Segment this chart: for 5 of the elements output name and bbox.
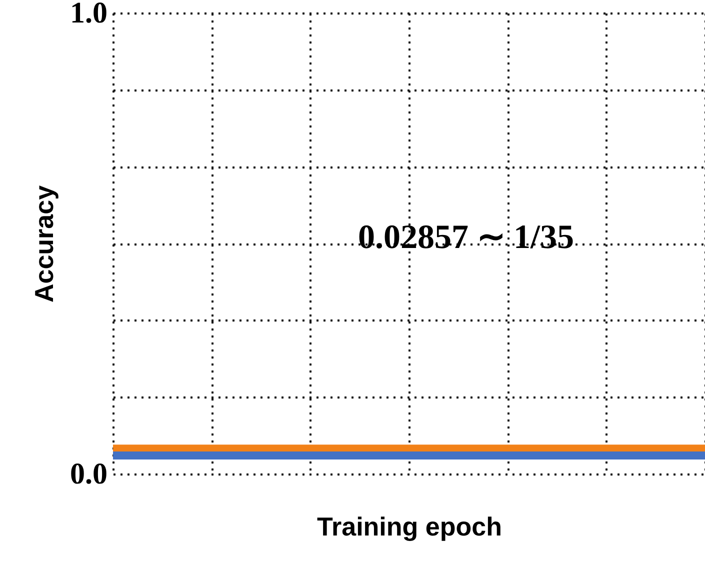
y-axis-title: Accuracy	[29, 184, 59, 303]
annotation: 0.02857 ∼ 1/35	[358, 219, 574, 256]
y-tick-label: 1.0	[70, 0, 108, 30]
y-tick-label: 0.0	[70, 458, 108, 490]
x-axis-title: Training epoch	[317, 512, 502, 542]
